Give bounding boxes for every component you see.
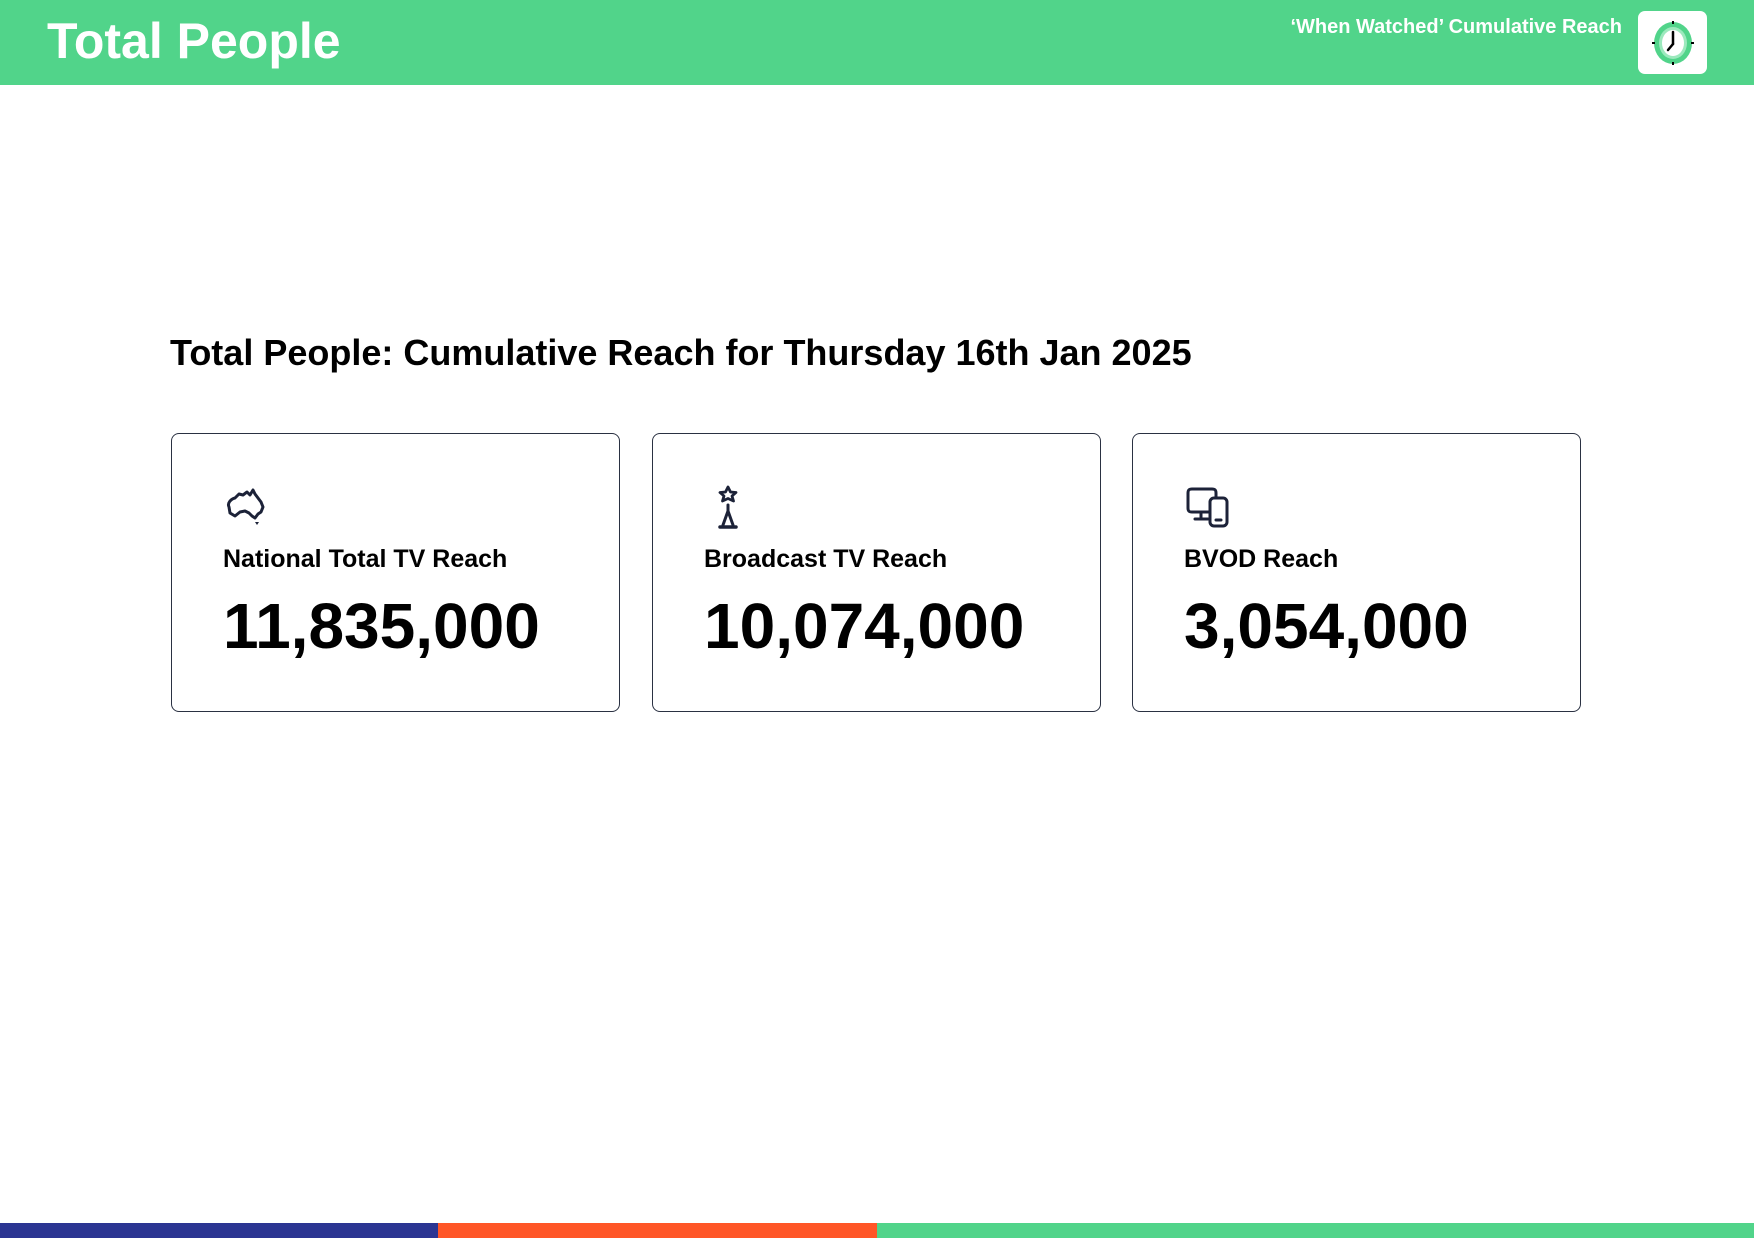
clock-icon xyxy=(1651,20,1694,65)
national-reach-card: National Total TV Reach 11,835,000 xyxy=(171,433,620,712)
card-label: BVOD Reach xyxy=(1184,545,1339,573)
broadcast-tower-icon xyxy=(718,485,738,529)
card-value: 11,835,000 xyxy=(223,590,540,662)
page-title: Total People xyxy=(47,13,341,69)
card-value: 10,074,000 xyxy=(704,590,1025,662)
report-subtitle: ‘When Watched’ Cumulative Reach xyxy=(1290,16,1622,38)
devices-icon xyxy=(1186,487,1229,528)
card-label: Broadcast TV Reach xyxy=(704,545,948,573)
footer-bar-blue xyxy=(0,1223,438,1238)
header-bar: Total People ‘When Watched’ Cumulative R… xyxy=(0,0,1754,85)
footer-bar-green xyxy=(877,1223,1754,1238)
footer-color-bar xyxy=(0,1223,1754,1238)
card-label: National Total TV Reach xyxy=(223,545,508,573)
card-value: 3,054,000 xyxy=(1184,590,1469,662)
australia-map-icon xyxy=(227,488,265,525)
logo xyxy=(1638,11,1707,74)
broadcast-reach-card: Broadcast TV Reach 10,074,000 xyxy=(652,433,1101,712)
footer-bar-orange xyxy=(438,1223,877,1238)
bvod-reach-card: BVOD Reach 3,054,000 xyxy=(1132,433,1581,712)
section-heading: Total People: Cumulative Reach for Thurs… xyxy=(170,332,1192,373)
